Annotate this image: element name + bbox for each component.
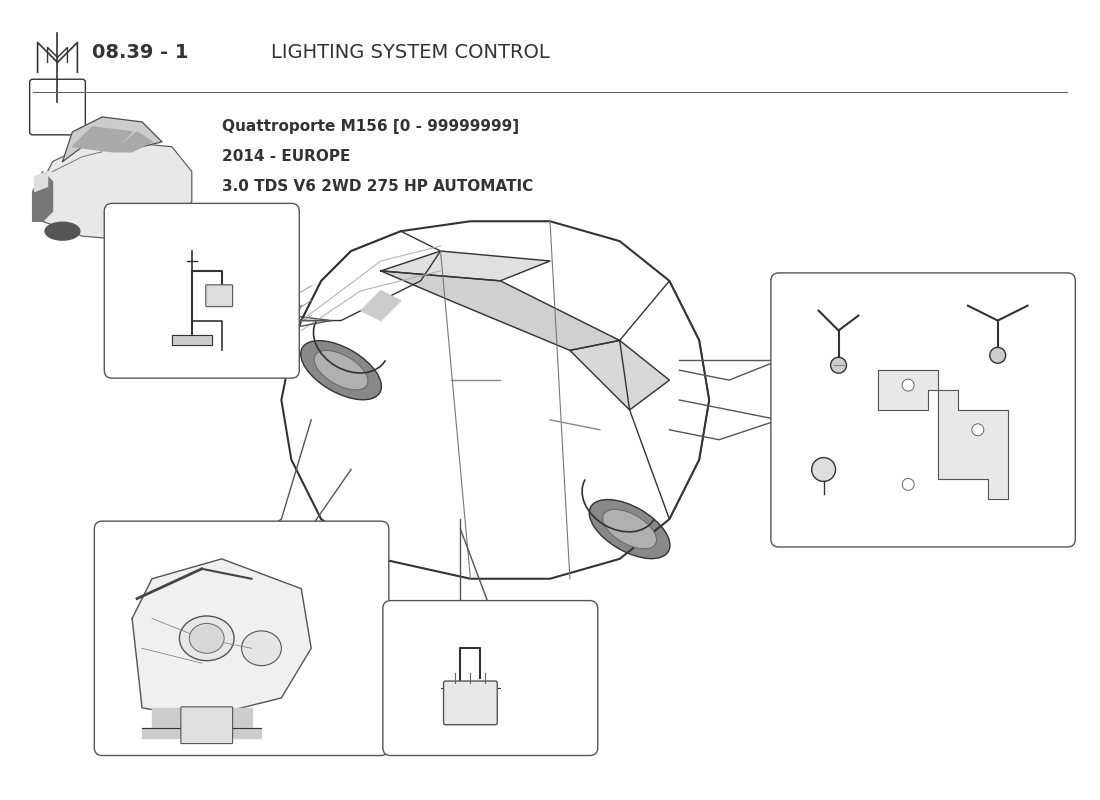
Polygon shape [381, 271, 619, 350]
Circle shape [972, 424, 983, 436]
Polygon shape [73, 127, 132, 152]
Ellipse shape [590, 499, 670, 558]
Polygon shape [619, 281, 710, 519]
Polygon shape [132, 559, 311, 718]
Text: 3.0 TDS V6 2WD 275 HP AUTOMATIC: 3.0 TDS V6 2WD 275 HP AUTOMATIC [222, 179, 532, 194]
Text: 2014 - EUROPE: 2014 - EUROPE [222, 150, 350, 164]
Ellipse shape [603, 510, 657, 549]
Ellipse shape [242, 631, 282, 666]
Circle shape [990, 347, 1005, 363]
Ellipse shape [189, 623, 224, 654]
Polygon shape [33, 171, 53, 222]
Polygon shape [172, 335, 211, 346]
Polygon shape [34, 171, 47, 191]
FancyBboxPatch shape [206, 285, 232, 306]
Polygon shape [112, 132, 152, 152]
Circle shape [812, 458, 836, 482]
Polygon shape [878, 370, 1008, 499]
Text: 1: 1 [123, 220, 131, 233]
Text: 6: 6 [795, 513, 803, 526]
Polygon shape [381, 251, 550, 281]
Polygon shape [33, 142, 191, 241]
Text: 08.39 - 1: 08.39 - 1 [92, 43, 189, 62]
FancyBboxPatch shape [443, 681, 497, 725]
Ellipse shape [315, 350, 368, 390]
FancyBboxPatch shape [180, 707, 232, 743]
FancyBboxPatch shape [383, 601, 597, 755]
FancyBboxPatch shape [771, 273, 1076, 547]
Polygon shape [282, 231, 441, 350]
Text: 4: 4 [466, 617, 474, 630]
Text: 5: 5 [417, 617, 425, 630]
FancyBboxPatch shape [104, 203, 299, 378]
Circle shape [902, 478, 914, 490]
FancyBboxPatch shape [95, 521, 388, 755]
Polygon shape [142, 708, 262, 738]
Text: M: M [292, 302, 296, 306]
Polygon shape [282, 222, 710, 578]
Text: 3: 3 [1034, 513, 1042, 526]
Text: LIGHTING SYSTEM CONTROL: LIGHTING SYSTEM CONTROL [272, 43, 550, 62]
Ellipse shape [300, 341, 382, 400]
Text: Quattroporte M156 [0 - 99999999]: Quattroporte M156 [0 - 99999999] [222, 119, 519, 134]
Circle shape [902, 379, 914, 391]
Ellipse shape [45, 222, 80, 240]
Polygon shape [63, 117, 162, 162]
Text: 2: 2 [1034, 294, 1042, 307]
FancyBboxPatch shape [30, 79, 86, 135]
Circle shape [830, 358, 847, 373]
Ellipse shape [144, 218, 179, 235]
Polygon shape [361, 290, 400, 321]
Polygon shape [570, 341, 670, 410]
Text: 7: 7 [794, 294, 803, 307]
Ellipse shape [179, 616, 234, 661]
